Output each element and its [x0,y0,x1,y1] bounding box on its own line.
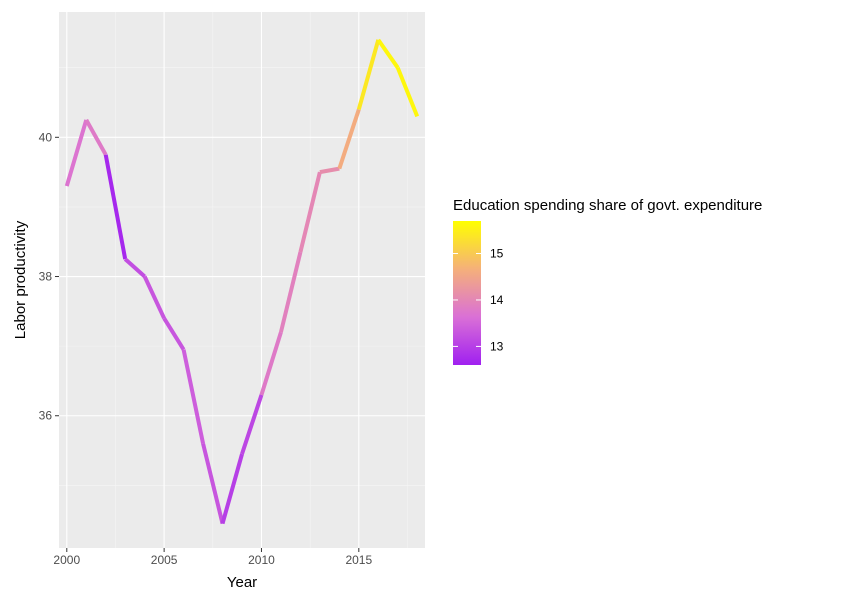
legend-tick-label: 13 [490,339,504,353]
x-axis-title: Year [227,574,257,591]
plot-panel [59,12,425,548]
legend-ticks: 13 14 15 [453,247,504,353]
line-segment [259,331,283,396]
legend-title: Education spending share of govt. expend… [453,197,762,214]
line-segment [103,154,128,260]
line-segment [181,349,206,444]
series-line [64,38,420,525]
x-tick-label: 2015 [345,553,372,567]
line-segment [337,108,361,170]
line-segment [142,275,166,320]
y-axis: 36 38 40 [39,130,59,423]
legend-colorbar [453,221,481,365]
line-segment [395,66,420,118]
line-segment [123,257,146,279]
line-segment [201,443,225,525]
line-segment [319,166,340,175]
grid-minor [59,12,425,548]
x-tick-label: 2005 [151,553,178,567]
grid-major [59,12,425,548]
x-tick-label: 2010 [248,553,275,567]
line-segment [356,39,381,110]
y-tick-label: 38 [39,270,53,284]
x-tick-label: 2000 [53,553,80,567]
line-segment [162,317,186,351]
legend-tick-label: 14 [490,293,504,307]
line-segment [64,119,89,187]
x-axis: 2000 2005 2010 2015 [53,548,372,567]
y-tick-label: 36 [39,409,53,423]
line-segment [298,171,322,253]
legend-tick-label: 15 [490,247,504,261]
line-segment [220,453,244,525]
y-tick-label: 40 [39,130,53,144]
y-axis-title: Labor productivity [12,220,29,339]
line-segment [376,38,400,69]
legend: Education spending share of govt. expend… [453,197,762,365]
line-segment [278,251,303,333]
line-segment [240,394,264,455]
line-segment [84,118,108,156]
